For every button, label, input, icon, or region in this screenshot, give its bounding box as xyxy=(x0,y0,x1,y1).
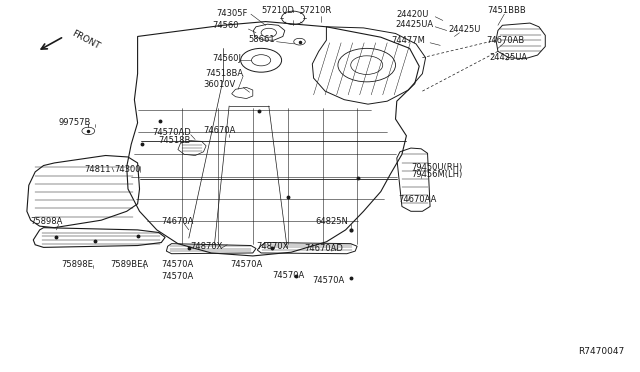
Text: 79456M(LH): 79456M(LH) xyxy=(411,170,462,179)
Text: 74518BA: 74518BA xyxy=(205,69,243,78)
Text: 74670AA: 74670AA xyxy=(398,195,436,203)
Text: 24425U: 24425U xyxy=(448,25,481,34)
Text: 74670A: 74670A xyxy=(204,126,236,135)
Text: FRONT: FRONT xyxy=(70,29,102,51)
Text: 58661: 58661 xyxy=(248,35,275,44)
Text: 74570A: 74570A xyxy=(272,271,304,280)
Text: 24425UA: 24425UA xyxy=(490,53,528,62)
Text: 74477M: 74477M xyxy=(392,36,426,45)
Text: 74670A: 74670A xyxy=(161,217,194,226)
Text: 75898A: 75898A xyxy=(31,217,63,226)
Text: 7451BBB: 7451BBB xyxy=(488,6,527,15)
Text: 74518B: 74518B xyxy=(159,136,191,145)
Text: 99757B: 99757B xyxy=(59,118,92,126)
Text: 57210D: 57210D xyxy=(261,6,294,15)
Text: 74811: 74811 xyxy=(84,165,111,174)
Text: 24420U: 24420U xyxy=(397,10,429,19)
Text: R7470047: R7470047 xyxy=(578,347,624,356)
Text: 75898E: 75898E xyxy=(61,260,93,269)
Text: 74670AB: 74670AB xyxy=(486,36,525,45)
Text: 74300: 74300 xyxy=(114,165,140,174)
Text: 64825N: 64825N xyxy=(315,217,348,226)
Text: 57210R: 57210R xyxy=(300,6,332,15)
Text: 74570A: 74570A xyxy=(161,272,193,280)
Text: 74870X: 74870X xyxy=(191,242,223,251)
Text: 36010V: 36010V xyxy=(204,80,236,89)
Text: 74570A: 74570A xyxy=(230,260,262,269)
Text: 74305F: 74305F xyxy=(216,9,248,17)
Text: 24425UA: 24425UA xyxy=(396,20,434,29)
Text: 79450U(RH): 79450U(RH) xyxy=(411,163,462,172)
Text: 7589BEA: 7589BEA xyxy=(110,260,148,269)
Text: 74670AD: 74670AD xyxy=(304,244,343,253)
Text: 74570A: 74570A xyxy=(161,260,193,269)
Text: 74570A: 74570A xyxy=(312,276,344,285)
Text: 74570AD: 74570AD xyxy=(152,128,191,137)
Text: 74870X: 74870X xyxy=(256,242,289,251)
Text: 74560: 74560 xyxy=(212,21,239,30)
Text: 74560J: 74560J xyxy=(212,54,241,63)
